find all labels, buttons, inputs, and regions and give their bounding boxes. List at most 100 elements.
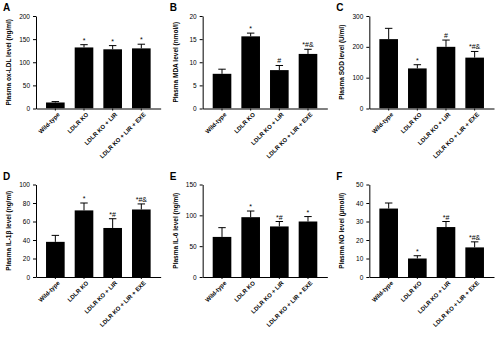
error-cap xyxy=(471,241,478,242)
x-tick-label: Wild-type xyxy=(371,280,395,304)
significance-label: * xyxy=(307,209,310,216)
y-tick: 20 xyxy=(189,13,202,20)
bar xyxy=(379,209,398,277)
bar xyxy=(75,47,94,108)
x-tick-mark xyxy=(112,109,113,111)
y-tick: 100 xyxy=(19,181,36,188)
x-tick-label: LDLR KO + LIR + EXE xyxy=(265,111,313,159)
error-stem xyxy=(55,235,56,241)
x-tick: Wild-type xyxy=(371,277,395,303)
error-stem xyxy=(388,28,389,39)
y-tick-mark xyxy=(33,185,36,186)
error-bar xyxy=(109,46,116,50)
plot: *#*#&05101520Wild-typeLDLR KOLDLR KO + L… xyxy=(172,13,328,160)
y-tick-mark xyxy=(33,259,36,260)
error-stem xyxy=(84,203,85,210)
bar xyxy=(299,222,318,278)
error-bar xyxy=(52,235,59,241)
y-tick-label: 40 xyxy=(356,200,364,207)
y-axis-line xyxy=(36,185,37,278)
y-tick-label: 40 xyxy=(23,237,31,244)
x-axis: Wild-typeLDLR KOLDLR KO + LIRLDLR KO + L… xyxy=(370,277,495,328)
significance-label: * xyxy=(416,248,419,255)
significance-label: *#& xyxy=(469,234,481,241)
plot: **#*#&01020304050Wild-typeLDLR KOLDLR KO… xyxy=(338,181,494,328)
x-tick: LDLR KO + LIR + EXE xyxy=(265,277,313,328)
x-tick-mark xyxy=(474,109,475,111)
y-tick: 50 xyxy=(23,82,36,89)
y-axis: 05101520 xyxy=(189,13,203,113)
error-cap xyxy=(304,216,311,217)
y-tick-label: 15 xyxy=(189,36,197,43)
panel: C*#*#&0100200300Wild-typeLDLR KOLDLR KO … xyxy=(336,2,494,160)
significance-label: * xyxy=(249,203,252,210)
x-tick: Wild-type xyxy=(371,109,395,135)
error-cap xyxy=(414,64,421,65)
error-cap xyxy=(80,44,87,45)
y-tick: 0 xyxy=(26,105,36,112)
error-stem xyxy=(141,44,142,48)
y-axis: 050100150200 xyxy=(19,13,36,113)
y-tick-mark xyxy=(200,39,203,40)
error-cap xyxy=(109,45,116,46)
y-tick-mark xyxy=(200,62,203,63)
significance-label: * xyxy=(140,36,143,43)
x-tick-mark xyxy=(388,109,389,111)
y-tick: 100 xyxy=(352,74,369,81)
y-axis: 050100150 xyxy=(186,181,203,281)
x-axis: Wild-typeLDLR KOLDLR KO + LIRLDLR KO + L… xyxy=(370,109,495,160)
y-tick-mark xyxy=(33,39,36,40)
plot: ***050100150200Wild-typeLDLR KOLDLR KO +… xyxy=(5,13,161,160)
panel: F**#*#&01020304050Wild-typeLDLR KOLDLR K… xyxy=(336,171,494,329)
error-cap xyxy=(218,69,225,70)
y-tick-label: 200 xyxy=(19,13,30,20)
error-stem xyxy=(307,49,308,54)
y-tick-label: 30 xyxy=(356,218,364,225)
marks xyxy=(46,203,151,277)
y-tick-mark xyxy=(200,109,203,110)
significance-label: # xyxy=(277,57,281,64)
significance-label: * xyxy=(83,195,86,202)
error-bar xyxy=(276,65,283,70)
error-cap xyxy=(385,28,392,29)
x-tick-mark xyxy=(388,277,389,279)
y-tick-mark xyxy=(200,85,203,86)
error-bar xyxy=(138,44,145,48)
significance-label: * xyxy=(111,38,114,45)
error-cap xyxy=(276,221,283,222)
x-tick-label: LDLR KO xyxy=(66,280,89,303)
error-cap xyxy=(109,218,116,219)
y-axis-title: Plasma SOD level (U/ml) xyxy=(338,25,346,100)
y-axis-line xyxy=(369,185,370,278)
y-axis: 020406080100 xyxy=(19,181,36,281)
panel: E**#*050100150Wild-typeLDLR KOLDLR KO + … xyxy=(170,171,328,329)
y-tick-mark xyxy=(33,16,36,17)
x-tick-mark xyxy=(279,277,280,279)
y-tick-mark xyxy=(200,185,203,186)
y-tick: 200 xyxy=(19,13,36,20)
error-cap xyxy=(247,211,254,212)
x-axis: Wild-typeLDLR KOLDLR KO + LIRLDLR KO + L… xyxy=(37,109,162,160)
y-tick: 5 xyxy=(193,82,203,89)
panel: B*#*#&05101520Wild-typeLDLR KOLDLR KO + … xyxy=(170,2,328,160)
bar xyxy=(465,58,484,109)
y-tick-label: 150 xyxy=(19,36,30,43)
y-tick-mark xyxy=(366,203,369,204)
error-stem xyxy=(474,51,475,57)
error-cap xyxy=(138,203,145,204)
x-tick-label: LDLR KO xyxy=(400,280,423,303)
marks xyxy=(379,28,484,108)
y-tick-label: 300 xyxy=(352,13,363,20)
error-bar xyxy=(80,203,87,210)
error-stem xyxy=(417,65,418,69)
error-cap xyxy=(247,33,254,34)
x-tick-label: LDLR KO xyxy=(233,280,256,303)
x-tick: LDLR KO + LIR + EXE xyxy=(432,109,480,160)
y-tick-label: 20 xyxy=(356,237,364,244)
bar xyxy=(241,217,260,277)
error-stem xyxy=(445,222,446,228)
marks xyxy=(213,211,318,277)
x-tick-label: LDLR KO + LIR + EXE xyxy=(432,280,480,328)
y-axis: 0100200300 xyxy=(352,13,369,113)
error-cap xyxy=(138,44,145,45)
